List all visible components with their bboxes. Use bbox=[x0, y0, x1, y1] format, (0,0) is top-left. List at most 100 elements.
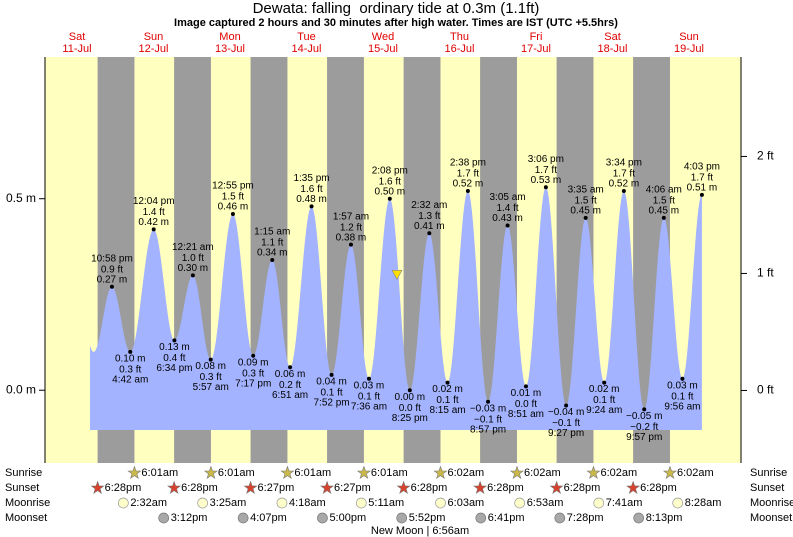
tide-time: 8:15 am bbox=[429, 405, 465, 416]
tide-time: 4:42 am bbox=[112, 375, 148, 386]
tide-time: 2:38 pm bbox=[450, 158, 486, 169]
moonset-icon bbox=[475, 512, 487, 524]
tide-height-ft: 0.2 ft bbox=[279, 380, 301, 391]
day-name: Sat bbox=[604, 31, 621, 43]
row-time: 5:00pm bbox=[329, 512, 366, 524]
tide-time: 12:55 pm bbox=[212, 181, 254, 192]
tide-time: 9:27 pm bbox=[548, 428, 584, 439]
day-name: Fri bbox=[530, 31, 543, 43]
row-time: 6:02am bbox=[447, 467, 484, 479]
low-water-dot bbox=[288, 365, 293, 370]
tide-height-m: 0.38 m bbox=[336, 232, 367, 243]
tide-height-ft: 0.9 ft bbox=[101, 264, 123, 275]
row-time: 6:27pm bbox=[334, 482, 371, 494]
tide-height-ft: 0.1 ft bbox=[436, 395, 458, 406]
row-time: 6:02am bbox=[600, 467, 637, 479]
day-name: Wed bbox=[372, 31, 394, 43]
tide-height-m: 0.08 m bbox=[195, 361, 226, 372]
moonset-icon bbox=[317, 512, 328, 524]
tide-height-ft: 1.5 ft bbox=[222, 192, 244, 203]
tide-height-m: 0.42 m bbox=[138, 217, 169, 228]
moonrise-icon bbox=[672, 497, 684, 509]
row-time: 2:32am bbox=[130, 497, 167, 509]
moonset-icon bbox=[396, 512, 408, 524]
tide-height-ft: 1.1 ft bbox=[261, 238, 283, 249]
sunset-icon bbox=[90, 480, 105, 494]
high-water-dot bbox=[465, 189, 470, 194]
row-time: 6:28pm bbox=[564, 482, 601, 494]
day-name: Sun bbox=[144, 31, 164, 43]
tide-height-m: 0.03 m bbox=[667, 380, 698, 391]
row-time: 6:02am bbox=[524, 467, 561, 479]
tide-height-ft: 1.7 ft bbox=[535, 165, 557, 176]
row-time: 4:18am bbox=[289, 497, 326, 509]
tide-time: 4:03 pm bbox=[684, 162, 720, 173]
tide-height-ft: 0.1 ft bbox=[671, 391, 693, 402]
day-name: Thu bbox=[450, 31, 469, 43]
tide-height-m: 0.41 m bbox=[414, 221, 445, 232]
row-label: Sunset bbox=[5, 482, 39, 494]
moonset-icon bbox=[237, 512, 249, 524]
row-time: 3:12pm bbox=[171, 512, 208, 524]
day-date: 16-Jul bbox=[445, 43, 475, 55]
tide-time: 7:17 pm bbox=[235, 378, 271, 389]
low-water-dot bbox=[680, 376, 685, 381]
high-water-dot bbox=[387, 196, 392, 201]
tide-height-ft: 1.6 ft bbox=[379, 176, 401, 187]
tide-height-ft: 1.7 ft bbox=[613, 169, 635, 180]
low-water-dot bbox=[564, 403, 569, 408]
row-time: 6:28pm bbox=[487, 482, 524, 494]
tide-height-ft: 1.3 ft bbox=[418, 211, 440, 222]
sunset-icon bbox=[626, 480, 641, 494]
row-time: 6:27pm bbox=[258, 482, 295, 494]
sunrise-icon bbox=[433, 465, 448, 479]
sunset-icon bbox=[167, 480, 182, 494]
tide-height-ft: 0.1 ft bbox=[593, 395, 615, 406]
moonrise-icon bbox=[593, 497, 605, 509]
tide-height-m: 0.02 m bbox=[589, 384, 620, 395]
tide-height-ft: −0.2 ft bbox=[630, 422, 658, 433]
sunset-icon bbox=[243, 480, 258, 494]
high-water-dot bbox=[505, 223, 510, 228]
tide-time: 9:56 am bbox=[664, 401, 700, 412]
tide-height-m: 0.50 m bbox=[375, 186, 406, 197]
tide-height-m: 0.10 m bbox=[115, 354, 146, 365]
tide-height-ft: 0.4 ft bbox=[163, 353, 185, 364]
tide-height-ft: 1.0 ft bbox=[182, 253, 204, 264]
row-time: 6:28pm bbox=[105, 482, 142, 494]
tide-height-ft: 1.4 ft bbox=[496, 203, 518, 214]
tide-height-ft: −0.1 ft bbox=[552, 418, 580, 429]
tide-height-ft: 1.2 ft bbox=[340, 222, 362, 233]
tide-height-m: 0.02 m bbox=[432, 384, 463, 395]
tide-height-ft: 0.0 ft bbox=[515, 399, 537, 410]
row-time: 5:52pm bbox=[409, 512, 446, 524]
tide-time: 4:06 am bbox=[646, 185, 682, 196]
sunrise-icon bbox=[280, 465, 295, 479]
row-time: 6:03am bbox=[448, 497, 485, 509]
row-time: 8:13pm bbox=[646, 512, 683, 524]
row-label-right: Sunset bbox=[750, 482, 784, 494]
row-time: 6:01am bbox=[294, 467, 331, 479]
low-water-dot bbox=[602, 380, 607, 385]
row-time: 8:28am bbox=[685, 497, 722, 509]
row-time: 5:11am bbox=[368, 497, 404, 509]
tide-time: 1:15 am bbox=[254, 227, 290, 238]
tide-time: 1:57 am bbox=[333, 211, 369, 222]
tide-time: 3:35 am bbox=[568, 185, 604, 196]
row-time: 6:41pm bbox=[488, 512, 525, 524]
tide-time: 3:06 pm bbox=[528, 154, 564, 165]
low-water-dot bbox=[172, 338, 177, 343]
tide-height-ft: 0.1 ft bbox=[320, 388, 342, 399]
tide-time: 6:51 am bbox=[272, 390, 308, 401]
high-water-dot bbox=[270, 258, 275, 262]
tide-height-m: 0.52 m bbox=[609, 179, 640, 190]
tide-height-m: 0.34 m bbox=[257, 248, 288, 259]
tide-height-m: 0.27 m bbox=[97, 274, 128, 285]
tide-time: 2:32 am bbox=[411, 200, 447, 211]
low-water-dot bbox=[445, 380, 450, 385]
tide-time: 12:21 am bbox=[172, 242, 214, 253]
row-time: 7:41am bbox=[606, 497, 643, 509]
chart-subtitle: Image captured 2 hours and 30 minutes af… bbox=[174, 17, 618, 29]
tide-time: 3:34 pm bbox=[606, 158, 642, 169]
